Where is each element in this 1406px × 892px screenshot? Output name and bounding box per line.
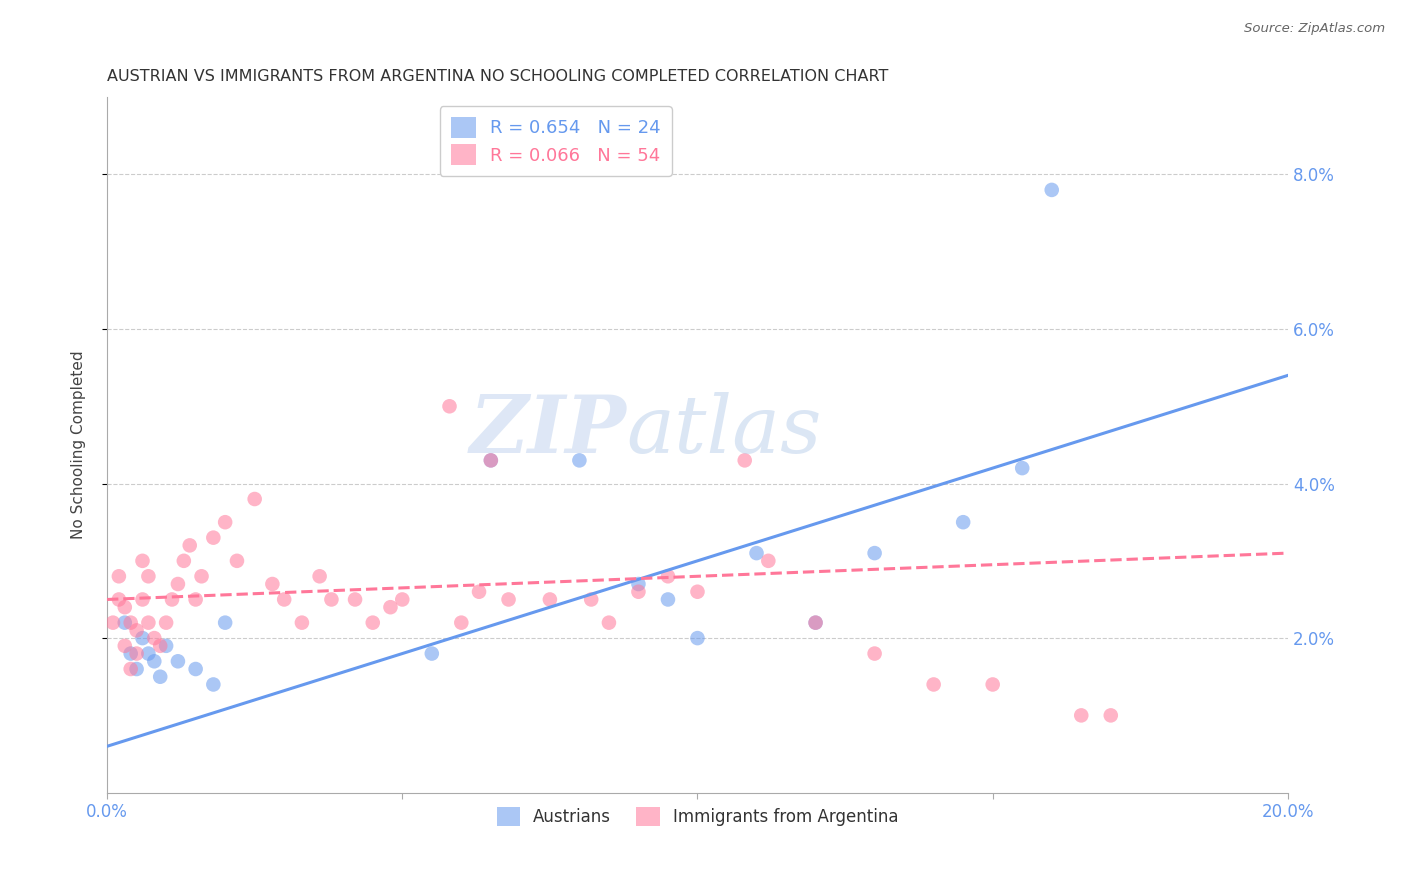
Text: Source: ZipAtlas.com: Source: ZipAtlas.com <box>1244 22 1385 36</box>
Point <box>686 584 709 599</box>
Point <box>125 662 148 676</box>
Point <box>321 592 343 607</box>
Point <box>952 515 974 529</box>
Point <box>131 631 153 645</box>
Point <box>138 647 160 661</box>
Point <box>108 592 131 607</box>
Point <box>380 600 402 615</box>
Point <box>125 647 148 661</box>
Point <box>214 615 236 630</box>
Point <box>922 677 945 691</box>
Point <box>167 577 190 591</box>
Point <box>686 631 709 645</box>
Point <box>657 592 679 607</box>
Point <box>273 592 295 607</box>
Y-axis label: No Schooling Completed: No Schooling Completed <box>72 351 86 540</box>
Point <box>114 615 136 630</box>
Point <box>479 453 502 467</box>
Point <box>143 654 166 668</box>
Point <box>131 592 153 607</box>
Point <box>568 453 591 467</box>
Point <box>214 515 236 529</box>
Point <box>155 639 177 653</box>
Point <box>114 600 136 615</box>
Point <box>361 615 384 630</box>
Point <box>981 677 1004 691</box>
Point <box>598 615 620 630</box>
Text: atlas: atlas <box>627 392 823 470</box>
Point <box>479 453 502 467</box>
Point <box>1011 461 1033 475</box>
Point <box>1070 708 1092 723</box>
Point <box>108 569 131 583</box>
Point <box>138 569 160 583</box>
Point <box>143 631 166 645</box>
Point <box>439 399 461 413</box>
Point <box>179 538 201 552</box>
Point <box>114 639 136 653</box>
Point <box>101 615 124 630</box>
Point <box>138 615 160 630</box>
Point <box>863 546 886 560</box>
Point <box>804 615 827 630</box>
Point <box>745 546 768 560</box>
Point <box>579 592 602 607</box>
Point <box>262 577 284 591</box>
Point <box>149 639 172 653</box>
Point <box>120 647 142 661</box>
Point <box>173 554 195 568</box>
Point <box>155 615 177 630</box>
Point <box>243 491 266 506</box>
Point <box>202 531 225 545</box>
Point <box>450 615 472 630</box>
Point <box>1040 183 1063 197</box>
Point <box>391 592 413 607</box>
Point <box>734 453 756 467</box>
Text: AUSTRIAN VS IMMIGRANTS FROM ARGENTINA NO SCHOOLING COMPLETED CORRELATION CHART: AUSTRIAN VS IMMIGRANTS FROM ARGENTINA NO… <box>107 69 889 84</box>
Point <box>627 584 650 599</box>
Point <box>498 592 520 607</box>
Point <box>344 592 367 607</box>
Point <box>149 670 172 684</box>
Point <box>308 569 330 583</box>
Point <box>160 592 183 607</box>
Point <box>184 662 207 676</box>
Point <box>804 615 827 630</box>
Point <box>863 647 886 661</box>
Point <box>291 615 314 630</box>
Point <box>190 569 212 583</box>
Point <box>131 554 153 568</box>
Point <box>120 662 142 676</box>
Point <box>657 569 679 583</box>
Point <box>420 647 443 661</box>
Point <box>120 615 142 630</box>
Point <box>538 592 561 607</box>
Legend: Austrians, Immigrants from Argentina: Austrians, Immigrants from Argentina <box>489 800 905 833</box>
Point <box>1099 708 1122 723</box>
Point <box>468 584 491 599</box>
Point <box>756 554 779 568</box>
Point <box>125 624 148 638</box>
Point <box>202 677 225 691</box>
Point <box>184 592 207 607</box>
Text: ZIP: ZIP <box>470 392 627 470</box>
Point <box>226 554 249 568</box>
Point <box>627 577 650 591</box>
Point <box>167 654 190 668</box>
